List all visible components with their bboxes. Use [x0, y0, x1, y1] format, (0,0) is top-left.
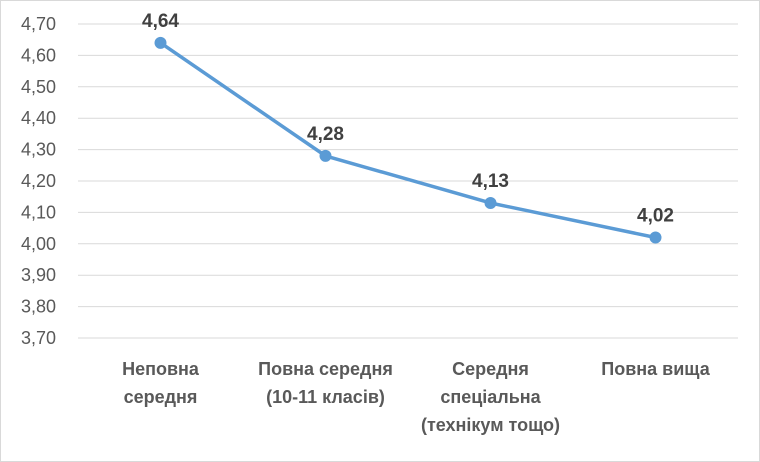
y-tick-label: 4,40	[21, 108, 56, 128]
x-category-label: Повна вища	[601, 359, 710, 379]
data-label: 4,02	[637, 206, 674, 227]
y-tick-label: 3,90	[21, 265, 56, 285]
data-label: 4,13	[472, 171, 509, 192]
x-category-label: Середня	[452, 359, 529, 379]
x-category-label: спеціальна	[440, 387, 541, 407]
x-category-label: середня	[124, 387, 198, 407]
series-line	[158, 41, 658, 240]
data-label: 4,64	[142, 11, 179, 32]
y-tick-label: 4,10	[21, 202, 56, 222]
data-point	[649, 231, 662, 244]
x-category-label: Неповна	[122, 359, 200, 379]
x-category-label: (10-11 класів)	[266, 387, 385, 407]
x-category-label: Повна середня	[258, 359, 393, 379]
y-tick-label: 4,20	[21, 171, 56, 191]
data-point	[154, 36, 167, 49]
data-label: 4,28	[307, 124, 344, 145]
y-tick-label: 4,30	[21, 140, 56, 160]
y-tick-label: 4,60	[21, 45, 56, 65]
y-tick-label: 3,80	[21, 297, 56, 317]
data-point	[484, 196, 497, 209]
x-category-label: (технікум тощо)	[421, 415, 560, 435]
y-tick-label: 4,70	[21, 14, 56, 34]
data-point	[319, 149, 332, 162]
y-tick-label: 3,70	[21, 328, 56, 348]
y-tick-label: 4,00	[21, 234, 56, 254]
y-tick-label: 4,50	[21, 77, 56, 97]
